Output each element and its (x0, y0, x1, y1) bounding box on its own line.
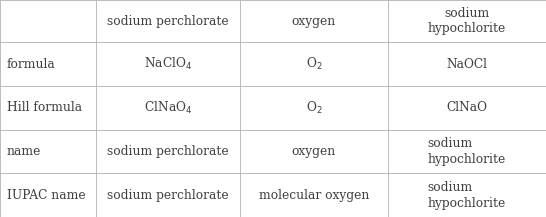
Text: sodium
hypochlorite: sodium hypochlorite (428, 7, 506, 35)
Text: molecular oxygen: molecular oxygen (259, 189, 369, 202)
Text: Hill formula: Hill formula (7, 101, 82, 114)
Text: NaOCl: NaOCl (446, 58, 488, 71)
Text: IUPAC name: IUPAC name (7, 189, 85, 202)
Text: oxygen: oxygen (292, 145, 336, 158)
Text: formula: formula (7, 58, 55, 71)
Text: sodium
hypochlorite: sodium hypochlorite (428, 181, 506, 210)
Text: sodium perchlorate: sodium perchlorate (107, 189, 229, 202)
Text: sodium
hypochlorite: sodium hypochlorite (428, 137, 506, 166)
Text: sodium perchlorate: sodium perchlorate (107, 15, 229, 28)
Text: ClNaO$_4$: ClNaO$_4$ (144, 100, 192, 116)
Text: O$_2$: O$_2$ (306, 100, 322, 116)
Text: O$_2$: O$_2$ (306, 56, 322, 72)
Text: name: name (7, 145, 41, 158)
Text: oxygen: oxygen (292, 15, 336, 28)
Text: sodium perchlorate: sodium perchlorate (107, 145, 229, 158)
Text: NaClO$_4$: NaClO$_4$ (144, 56, 192, 72)
Text: ClNaO: ClNaO (446, 101, 488, 114)
